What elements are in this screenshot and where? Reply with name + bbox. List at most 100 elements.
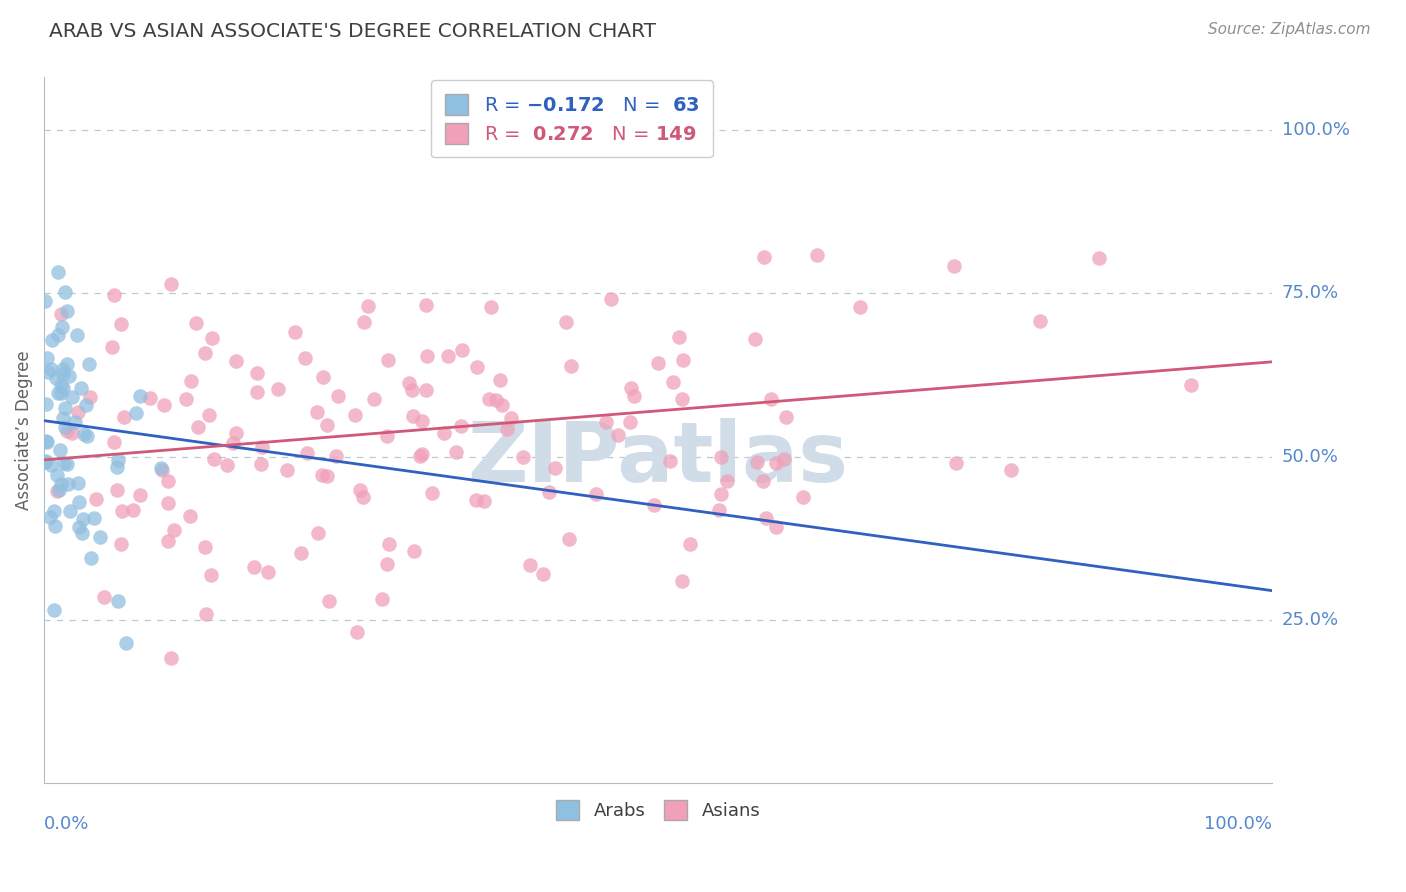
Point	[201, 331, 224, 345]
Point	[52, 381, 75, 395]
Point	[294, 351, 316, 365]
Point	[67, 495, 90, 509]
Point	[436, 349, 458, 363]
Point	[489, 373, 512, 387]
Point	[45, 371, 67, 385]
Point	[176, 392, 198, 407]
Point	[599, 293, 621, 307]
Point	[69, 381, 91, 395]
Point	[139, 391, 162, 405]
Point	[249, 457, 271, 471]
Point	[375, 557, 398, 571]
Point	[773, 452, 796, 467]
Point	[606, 427, 628, 442]
Point	[77, 358, 100, 372]
Point	[110, 318, 132, 332]
Point	[79, 390, 101, 404]
Text: 25.0%: 25.0%	[1282, 611, 1339, 629]
Point	[105, 483, 128, 497]
Point	[79, 550, 101, 565]
Point	[555, 315, 578, 329]
Text: 0.0%: 0.0%	[44, 815, 90, 833]
Point	[103, 434, 125, 449]
Point	[315, 469, 337, 483]
Point	[585, 487, 607, 501]
Point	[415, 298, 437, 312]
Point	[671, 392, 693, 407]
Point	[49, 443, 72, 458]
Point	[48, 483, 70, 497]
Point	[49, 378, 72, 392]
Point	[53, 456, 76, 470]
Point	[378, 537, 401, 551]
Point	[349, 483, 371, 497]
Point	[62, 426, 84, 441]
Point	[44, 518, 66, 533]
Point	[478, 392, 501, 407]
Point	[558, 532, 581, 546]
Point	[647, 355, 669, 369]
Point	[716, 474, 738, 488]
Point	[415, 349, 437, 363]
Point	[1029, 314, 1052, 328]
Point	[678, 537, 700, 551]
Point	[775, 409, 797, 424]
Point	[1088, 251, 1111, 265]
Point	[51, 386, 73, 401]
Point	[110, 537, 132, 551]
Point	[35, 434, 58, 449]
Point	[276, 462, 298, 476]
Point	[357, 299, 380, 313]
Point	[411, 414, 433, 428]
Point	[70, 526, 93, 541]
Point	[58, 369, 80, 384]
Point	[42, 603, 65, 617]
Point	[53, 401, 76, 415]
Point	[519, 558, 541, 572]
Point	[46, 385, 69, 400]
Point	[35, 397, 58, 411]
Point	[352, 490, 374, 504]
Point	[56, 358, 79, 372]
Point	[202, 451, 225, 466]
Point	[225, 353, 247, 368]
Point	[312, 370, 335, 384]
Point	[325, 449, 347, 463]
Legend: Arabs, Asians: Arabs, Asians	[548, 793, 768, 828]
Point	[806, 248, 828, 262]
Point	[623, 389, 645, 403]
Point	[107, 453, 129, 467]
Point	[49, 307, 72, 321]
Point	[465, 492, 488, 507]
Point	[55, 424, 77, 438]
Point	[39, 510, 62, 524]
Point	[122, 503, 145, 517]
Point	[52, 361, 75, 376]
Point	[56, 458, 79, 472]
Point	[34, 293, 56, 308]
Point	[200, 568, 222, 582]
Point	[765, 456, 787, 470]
Point	[215, 458, 238, 473]
Point	[41, 333, 63, 347]
Point	[328, 388, 350, 402]
Point	[401, 383, 423, 397]
Point	[163, 523, 186, 537]
Point	[150, 463, 173, 477]
Point	[75, 398, 97, 412]
Text: 50.0%: 50.0%	[1282, 448, 1339, 466]
Point	[35, 454, 58, 468]
Point	[420, 486, 443, 500]
Point	[311, 468, 333, 483]
Point	[72, 426, 94, 441]
Point	[284, 325, 307, 339]
Point	[34, 455, 56, 469]
Point	[619, 415, 641, 429]
Point	[402, 544, 425, 558]
Point	[318, 594, 340, 608]
Point	[658, 454, 681, 468]
Point	[84, 491, 107, 506]
Point	[765, 520, 787, 534]
Point	[744, 332, 766, 346]
Point	[83, 511, 105, 525]
